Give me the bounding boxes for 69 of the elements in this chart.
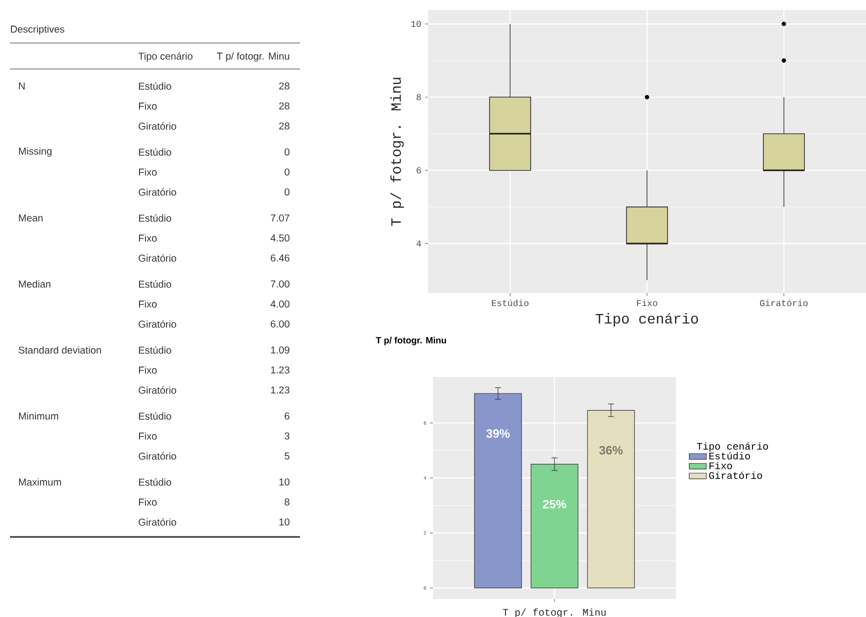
y-tick-label: 4 [416,240,422,247]
text: 7.07 [270,214,290,222]
text: Median [19,280,50,288]
text: 6.46 [270,254,290,262]
text: 1.09 [271,346,290,354]
x-tick-label: Fixo [637,300,658,306]
text: Estúdio [139,280,172,288]
text: 7.00 [270,280,290,288]
text: 0 [284,168,290,176]
x-tick-label: Estúdio [492,300,528,306]
text: Fixo [139,498,157,506]
annotation: 39% [486,429,510,438]
legend-label: Estúdio [709,452,750,460]
text: Giratório [138,452,176,460]
text: Mean [19,214,43,222]
text: 10 [279,478,290,486]
annotation: 36% [599,446,623,455]
y-tick-label: 8 [416,94,421,100]
text: 6 [284,412,290,420]
annotation: 25% [542,500,566,508]
text: Descriptives [11,25,64,35]
text: 1.23 [271,366,290,374]
text: Estúdio [139,82,172,90]
y-tick-label: 10 [411,20,421,27]
text: Fixo [139,168,157,176]
x-axis-title: Tipo cenário [596,313,698,326]
text: Estúdio [139,412,172,420]
text: Giratório [138,188,176,196]
text: Standard deviation [18,346,101,354]
text: Estúdio [139,478,172,486]
text: Fixo [139,432,157,440]
x-tick-label: Giratório [760,300,808,306]
text: Giratório [138,386,176,394]
bar [530,464,578,588]
text: Giratório [138,254,176,262]
text: Fixo [139,234,157,242]
text: Maximum [19,478,61,486]
text: 8 [284,498,290,506]
text: Estúdio [139,148,172,156]
legend-label: Giratório [709,472,762,479]
text: 28 [279,102,290,110]
text: Minimum [19,412,58,420]
text: 3 [284,432,290,440]
text: 10 [279,518,290,526]
text: Giratório [138,320,176,328]
legend-label: Fixo [710,462,732,470]
text: Giratório [138,518,176,526]
text: N [19,82,25,90]
text: 28 [279,122,290,130]
text: Fixo [139,366,157,374]
legend-title: Tipo cenário [696,442,768,452]
text: 0 [284,148,290,156]
text: T p/ fotogr. Minu [216,52,290,62]
text: 5 [284,452,290,460]
text: 0 [284,188,290,196]
text: Fixo [139,102,157,110]
text: 4.50 [270,234,290,242]
text: Estúdio [139,214,172,222]
text: 1.23 [271,386,290,394]
y-axis-title: T p/ fotogr. Minu [390,78,404,226]
text: Estúdio [139,346,172,354]
y-tick-label: 6 [416,167,421,174]
text: 28 [279,82,290,90]
text: Tipo cenário [138,52,192,62]
chart-title: T p/ fotogr. Minu [376,336,446,346]
text: Missing [19,147,52,157]
text: Giratório [138,122,176,130]
text: 4.00 [270,300,290,308]
text: 6.00 [270,320,290,328]
